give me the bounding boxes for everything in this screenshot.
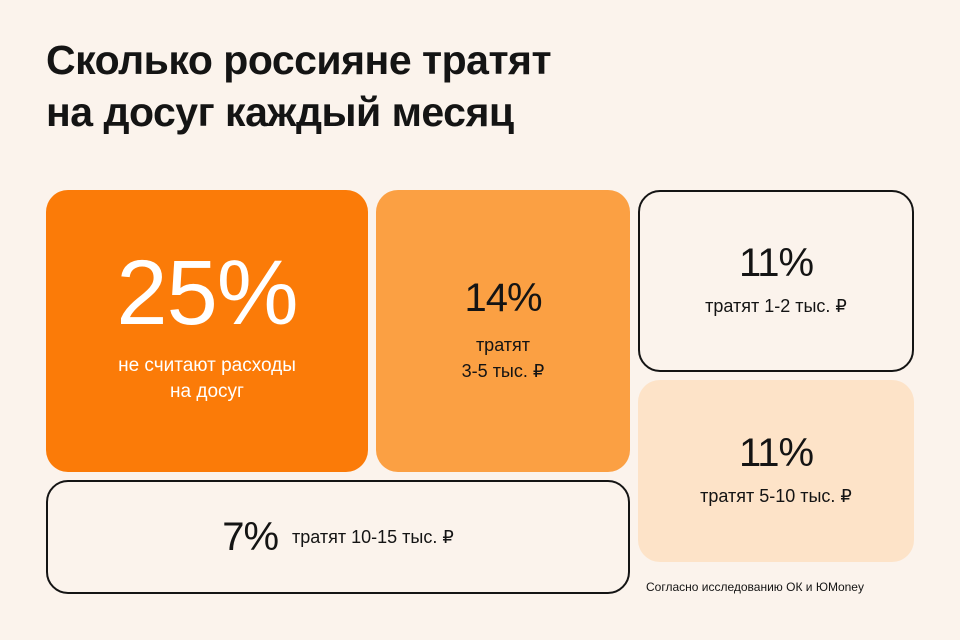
tile-5-10k-value: 11% (738, 431, 814, 475)
tile-5-10k-desc: тратят 5-10 тыс. ₽ (700, 486, 852, 506)
tile-10-15k: 7% тратят 10-15 тыс. ₽ (46, 480, 630, 594)
tile-3-5k: 14% тратят 3-5 тыс. ₽ (376, 190, 630, 472)
tile-no-tracking-desc-1: не считают расходы (118, 355, 296, 376)
tile-1-2k-value: 11% (738, 241, 814, 285)
tile-1-2k: 11% тратят 1-2 тыс. ₽ (638, 190, 914, 372)
tile-5-10k: 11% тратят 5-10 тыс. ₽ (638, 380, 914, 562)
tile-no-tracking: 25% не считают расходы на досуг (46, 190, 368, 472)
source-note: Согласно исследованию ОК и ЮMoney (646, 580, 864, 594)
tile-10-15k-value: 7% (222, 515, 279, 559)
chart-title: Сколько россияне тратят на досуг каждый … (46, 34, 552, 138)
chart-title-line-2: на досуг каждый месяц (46, 89, 514, 135)
tile-3-5k-desc-1: тратят (475, 335, 531, 355)
tile-3-5k-value: 14% (464, 276, 542, 320)
tile-1-2k-desc: тратят 1-2 тыс. ₽ (705, 296, 847, 316)
tile-3-5k-desc-2: 3-5 тыс. ₽ (461, 361, 545, 381)
chart-title-line-1: Сколько россияне тратят (46, 37, 552, 83)
tile-10-15k-desc: тратят 10-15 тыс. ₽ (292, 527, 454, 547)
tile-no-tracking-value: 25% (116, 242, 298, 344)
tile-no-tracking-desc-2: на досуг (170, 381, 244, 402)
